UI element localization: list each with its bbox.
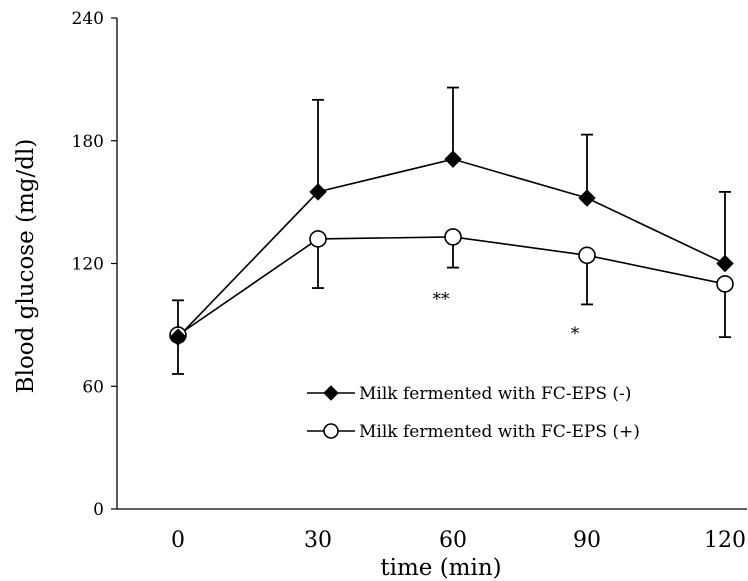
y-tick-label: 240 — [72, 9, 104, 29]
legend-filled-diamond-icon — [323, 385, 339, 401]
legend-label-1: Milk fermented with FC-EPS (-) — [359, 384, 631, 404]
legend-label-2: Milk fermented with FC-EPS (+) — [359, 422, 640, 442]
x-tick-label: 120 — [704, 528, 746, 553]
series-line-1 — [177, 158, 726, 338]
x-axis-title: time (min) — [380, 555, 501, 581]
series-markers — [169, 150, 734, 346]
data-point-open-circle — [716, 275, 734, 293]
x-tick-label: 60 — [439, 528, 467, 553]
y-tick-label: 0 — [93, 500, 104, 520]
data-point-filled-diamond — [169, 328, 187, 346]
y-tick-label: 60 — [82, 377, 104, 397]
data-point-open-circle — [444, 228, 462, 246]
annotations: *** — [433, 289, 580, 344]
legend: Milk fermented with FC-EPS (-) Milk ferme… — [307, 384, 640, 442]
data-point-filled-diamond — [309, 183, 327, 201]
data-point-filled-diamond — [578, 189, 596, 207]
significance-marker: ** — [433, 289, 451, 309]
y-tick-label: 180 — [72, 132, 104, 152]
data-point-filled-diamond — [716, 254, 734, 273]
x-tick-label: 90 — [573, 528, 601, 553]
x-tick-label: 0 — [171, 528, 185, 553]
series-lines — [177, 158, 726, 338]
y-tick-label: 120 — [72, 255, 104, 275]
data-point-open-circle — [309, 230, 327, 248]
legend-open-circle-icon — [323, 423, 339, 439]
axes: 0 60 120 180 240 0 30 60 90 120 — [72, 9, 747, 553]
x-tick-label: 30 — [304, 528, 332, 553]
significance-marker: * — [571, 324, 580, 344]
data-point-open-circle — [578, 246, 596, 265]
data-point-filled-diamond — [444, 150, 462, 168]
y-axis-title: Blood glucose (mg/dl) — [13, 139, 39, 394]
